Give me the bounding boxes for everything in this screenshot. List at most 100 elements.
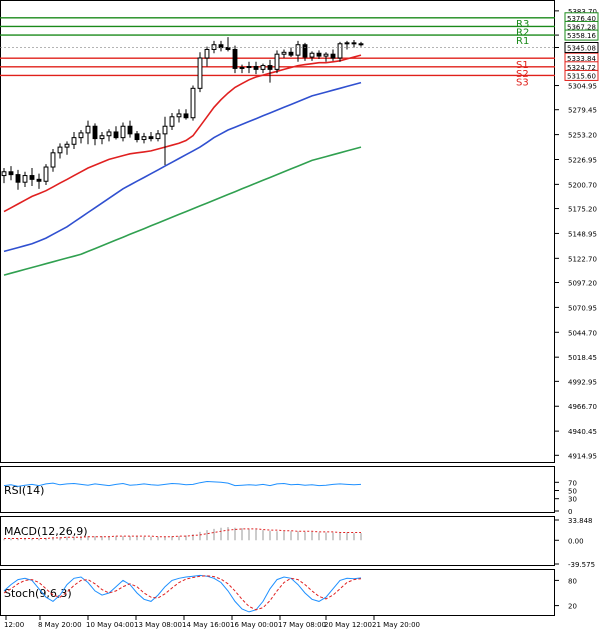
time-tick-label: 17 May 08:00 [278, 621, 326, 629]
candle [64, 141, 70, 155]
stoch-k-line [3, 574, 362, 613]
candle-body [134, 133, 140, 141]
stoch-pane-frame [0, 569, 555, 616]
candle [288, 47, 294, 58]
candle-body [309, 52, 315, 58]
candle [260, 63, 266, 74]
candle [43, 164, 49, 186]
candle-body [85, 125, 91, 134]
level-name-s1: S1 [516, 60, 529, 71]
candle [330, 49, 336, 61]
macd-pane-frame [0, 516, 555, 566]
candle-body [267, 65, 273, 70]
candle [120, 122, 126, 142]
candle-body [183, 113, 189, 119]
candle-body [148, 136, 154, 140]
price-tick-label: 4940.45 [568, 428, 597, 436]
candle-body [120, 125, 126, 139]
candle [78, 130, 84, 144]
candle-body [36, 178, 42, 182]
candle [50, 149, 56, 172]
candle [323, 52, 329, 62]
time-tick-label: 8 May 20:00 [38, 621, 82, 629]
candle-body [351, 42, 357, 45]
candle-body [281, 51, 287, 55]
candle [8, 166, 14, 181]
candle [316, 50, 322, 59]
candle [71, 131, 77, 150]
candle [239, 64, 245, 74]
candle-body [113, 131, 119, 139]
candle [141, 132, 147, 144]
candle-body [211, 44, 217, 50]
macd-label: MACD(12,26,9) [4, 525, 88, 538]
price-tick-label: 4966.70 [568, 403, 597, 411]
ma-line-3 [3, 146, 362, 276]
level-name-r3: R3 [516, 19, 529, 30]
price-tick-label: 5122.70 [568, 255, 597, 263]
macd-indicator: MACD(12,26,9) 33.848 0.00 -39.575 [3, 517, 595, 569]
candle [36, 173, 42, 189]
price-tick-label: 5097.20 [568, 280, 597, 288]
time-tick-label: 10 May 04:00 [86, 621, 134, 629]
price-tick-label: 5226.95 [568, 156, 597, 164]
stoch-d-line [3, 575, 362, 611]
level-tag-value: 5376.40 [567, 15, 596, 23]
price-tick-label: 5148.95 [568, 230, 597, 238]
candle-body [239, 66, 245, 69]
candlesticks [1, 37, 364, 190]
candle [155, 130, 161, 142]
candle-body [162, 125, 168, 135]
candle-body [29, 175, 35, 180]
candle-body [176, 113, 182, 118]
level-tag-box [564, 29, 599, 41]
price-tick-label: 5383.70 [568, 8, 597, 16]
level-tag-value: 5324.72 [567, 64, 596, 72]
candle [127, 120, 133, 138]
candle [29, 167, 35, 186]
candle [302, 42, 308, 61]
candle [337, 41, 343, 62]
candle-body [57, 146, 63, 154]
candle-body [127, 125, 133, 135]
candle-body [260, 65, 266, 70]
candle-body [78, 132, 84, 139]
rsi-tick-label: 70 [568, 479, 577, 487]
candle-body [302, 44, 308, 58]
candle-body [43, 166, 49, 182]
candle [15, 169, 21, 190]
candle [106, 129, 112, 142]
rsi-tick-label: 30 [568, 496, 577, 504]
moving-averages [3, 54, 362, 276]
candle [92, 123, 98, 146]
candle-body [92, 125, 98, 140]
candle-body [50, 152, 56, 168]
stoch-tick-label: 80 [568, 577, 577, 585]
price-tick-label: 5044.70 [568, 329, 597, 337]
candle-body [316, 52, 322, 57]
price-tick-label: 4992.95 [568, 378, 597, 386]
candle [162, 116, 168, 166]
candle [351, 39, 357, 48]
candle [204, 46, 210, 67]
candle-body [337, 43, 343, 59]
candle [169, 112, 175, 131]
time-tick-label: 14 May 16:00 [182, 621, 230, 629]
candle [358, 41, 364, 47]
stoch-tick-label: 20 [568, 603, 577, 611]
price-tick-label: 5279.45 [568, 107, 597, 115]
candle [99, 131, 105, 145]
candle-body [190, 87, 196, 119]
candle-body [295, 44, 301, 56]
time-tick-label: 12:00 [4, 621, 24, 629]
candle-body [71, 137, 77, 145]
stoch-indicator: Stoch(9,6,3) 80 20 [3, 574, 577, 613]
candle [183, 109, 189, 120]
candle-body [204, 48, 210, 59]
candle-body [344, 42, 350, 45]
level-tag-value: 5358.16 [567, 32, 596, 40]
rsi-line [3, 480, 362, 487]
candle [295, 40, 301, 62]
